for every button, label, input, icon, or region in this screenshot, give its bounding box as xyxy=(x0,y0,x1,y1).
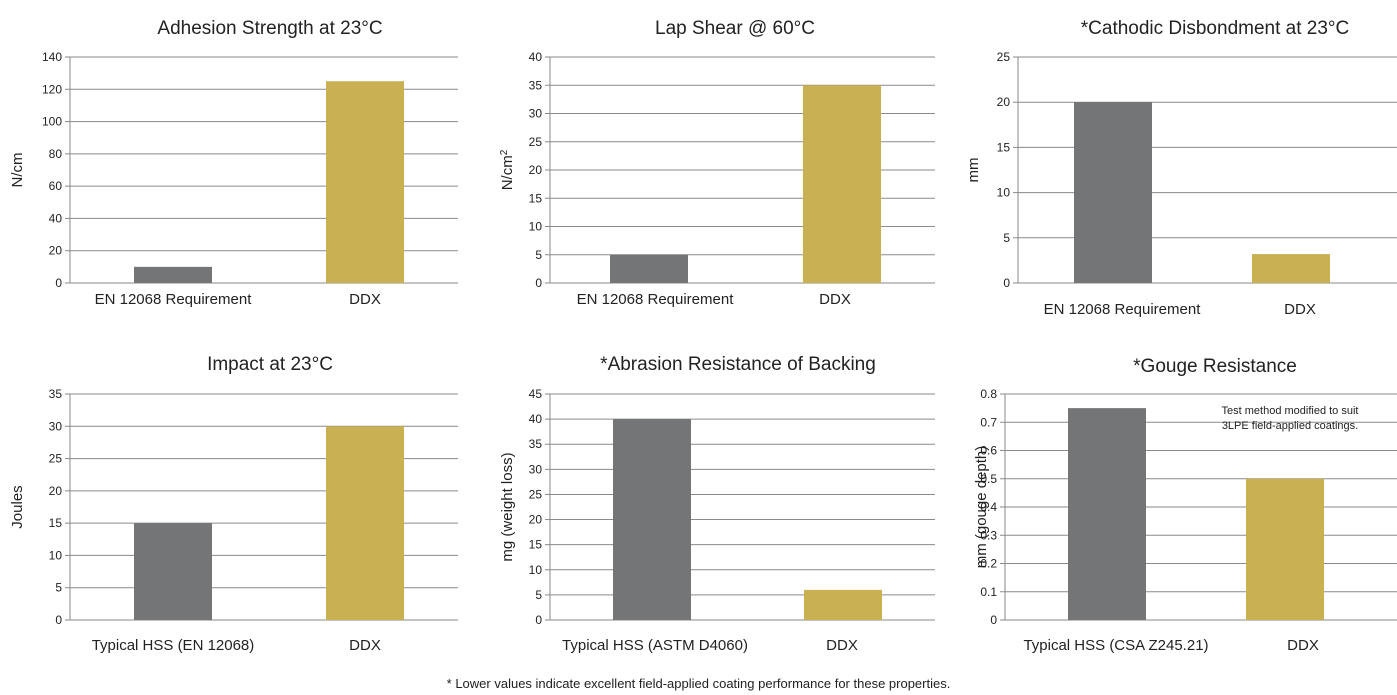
bar-ddx xyxy=(326,81,404,283)
category-label: DDX xyxy=(826,637,858,654)
y-tick-label: 20 xyxy=(997,95,1011,109)
chart-annotation: 3LPE field-applied coatings. xyxy=(1222,420,1358,432)
y-axis-label: N/cm2 xyxy=(499,149,517,190)
y-tick-label: 0 xyxy=(535,613,542,627)
bar-ddx xyxy=(804,589,882,620)
category-label: EN 12068 Requirement xyxy=(95,291,253,308)
y-tick-label: 25 xyxy=(49,452,63,466)
category-label: Typical HSS (EN 12068) xyxy=(92,637,255,654)
bar-baseline xyxy=(610,254,688,283)
category-label: Typical HSS (CSA Z245.21) xyxy=(1023,637,1208,654)
chart-annotation: Test method modified to suit xyxy=(1222,405,1359,417)
bar-baseline xyxy=(1074,102,1152,283)
y-tick-label: 0.3 xyxy=(980,528,997,542)
y-axis-label: Joules xyxy=(9,485,26,528)
chart-title: Adhesion Strength at 23°C xyxy=(157,18,382,39)
chart-title: *Cathodic Disbondment at 23°C xyxy=(1081,18,1349,39)
y-tick-label: 100 xyxy=(42,115,62,129)
y-tick-label: 10 xyxy=(997,186,1011,200)
y-tick-label: 5 xyxy=(535,248,542,262)
y-tick-label: 0 xyxy=(55,613,62,627)
y-tick-label: 80 xyxy=(49,147,63,161)
y-tick-label: 15 xyxy=(529,191,543,205)
category-label: EN 12068 Requirement xyxy=(577,291,735,308)
category-label: EN 12068 Requirement xyxy=(1044,301,1202,318)
y-tick-label: 5 xyxy=(535,588,542,602)
category-label: DDX xyxy=(1284,301,1316,318)
y-axis-label-superscript: 2 xyxy=(499,149,510,155)
y-tick-label: 20 xyxy=(49,244,63,258)
y-axis-label: N/cm xyxy=(9,153,26,188)
y-tick-label: 5 xyxy=(55,581,62,595)
y-tick-label: 0.7 xyxy=(980,415,997,429)
y-tick-label: 60 xyxy=(49,179,63,193)
bar-ddx xyxy=(803,85,881,283)
category-label: DDX xyxy=(1287,637,1319,654)
footnote: * Lower values indicate excellent field-… xyxy=(446,676,951,691)
y-tick-label: 40 xyxy=(529,50,543,64)
y-axis-label: mm (gouge depth) xyxy=(973,446,990,569)
y-tick-label: 20 xyxy=(49,484,63,498)
y-tick-label: 40 xyxy=(529,412,543,426)
y-tick-label: 20 xyxy=(529,513,543,527)
category-label: Typical HSS (ASTM D4060) xyxy=(562,637,748,654)
y-tick-label: 30 xyxy=(49,419,63,433)
y-tick-label: 0 xyxy=(535,276,542,290)
category-label: DDX xyxy=(819,291,851,308)
y-tick-label: 0.5 xyxy=(980,472,997,486)
y-tick-label: 0.6 xyxy=(980,444,997,458)
y-axis-label: mm xyxy=(965,158,982,183)
bar-baseline xyxy=(1068,408,1146,620)
bar-ddx xyxy=(326,426,404,620)
y-tick-label: 0.4 xyxy=(980,500,997,514)
category-label: DDX xyxy=(349,637,381,654)
y-tick-label: 0 xyxy=(1003,276,1010,290)
y-tick-label: 120 xyxy=(42,82,62,96)
chart-title: Lap Shear @ 60°C xyxy=(655,18,815,39)
y-tick-label: 45 xyxy=(529,387,543,401)
y-tick-label: 10 xyxy=(529,563,543,577)
y-tick-label: 0.8 xyxy=(980,387,997,401)
bar-baseline xyxy=(134,266,212,283)
y-tick-label: 0.1 xyxy=(980,585,997,599)
y-tick-label: 0 xyxy=(55,276,62,290)
y-tick-label: 40 xyxy=(49,211,63,225)
y-tick-label: 25 xyxy=(529,135,543,149)
y-tick-label: 0.2 xyxy=(980,557,997,571)
y-tick-label: 10 xyxy=(529,220,543,234)
y-tick-label: 25 xyxy=(529,487,543,501)
bar-ddx xyxy=(1246,478,1324,620)
y-tick-label: 30 xyxy=(529,107,543,121)
y-tick-label: 30 xyxy=(529,462,543,476)
y-tick-label: 20 xyxy=(529,163,543,177)
y-tick-label: 5 xyxy=(1003,231,1010,245)
y-tick-label: 25 xyxy=(997,50,1011,64)
y-tick-label: 35 xyxy=(529,437,543,451)
category-label: DDX xyxy=(349,291,381,308)
y-axis-label: mg (weight loss) xyxy=(499,452,516,561)
bar-ddx xyxy=(1252,254,1330,283)
y-tick-label: 140 xyxy=(42,50,62,64)
y-tick-label: 10 xyxy=(49,548,63,562)
y-tick-label: 35 xyxy=(49,387,63,401)
chart-title: *Gouge Resistance xyxy=(1133,356,1297,377)
y-tick-label: 0 xyxy=(990,613,997,627)
y-tick-label: 35 xyxy=(529,78,543,92)
y-tick-label: 15 xyxy=(997,140,1011,154)
bar-baseline xyxy=(613,419,691,620)
chart-title: Impact at 23°C xyxy=(207,354,333,375)
y-tick-label: 15 xyxy=(529,538,543,552)
y-tick-label: 15 xyxy=(49,516,63,530)
bar-baseline xyxy=(134,523,212,620)
chart-title: *Abrasion Resistance of Backing xyxy=(600,354,876,375)
